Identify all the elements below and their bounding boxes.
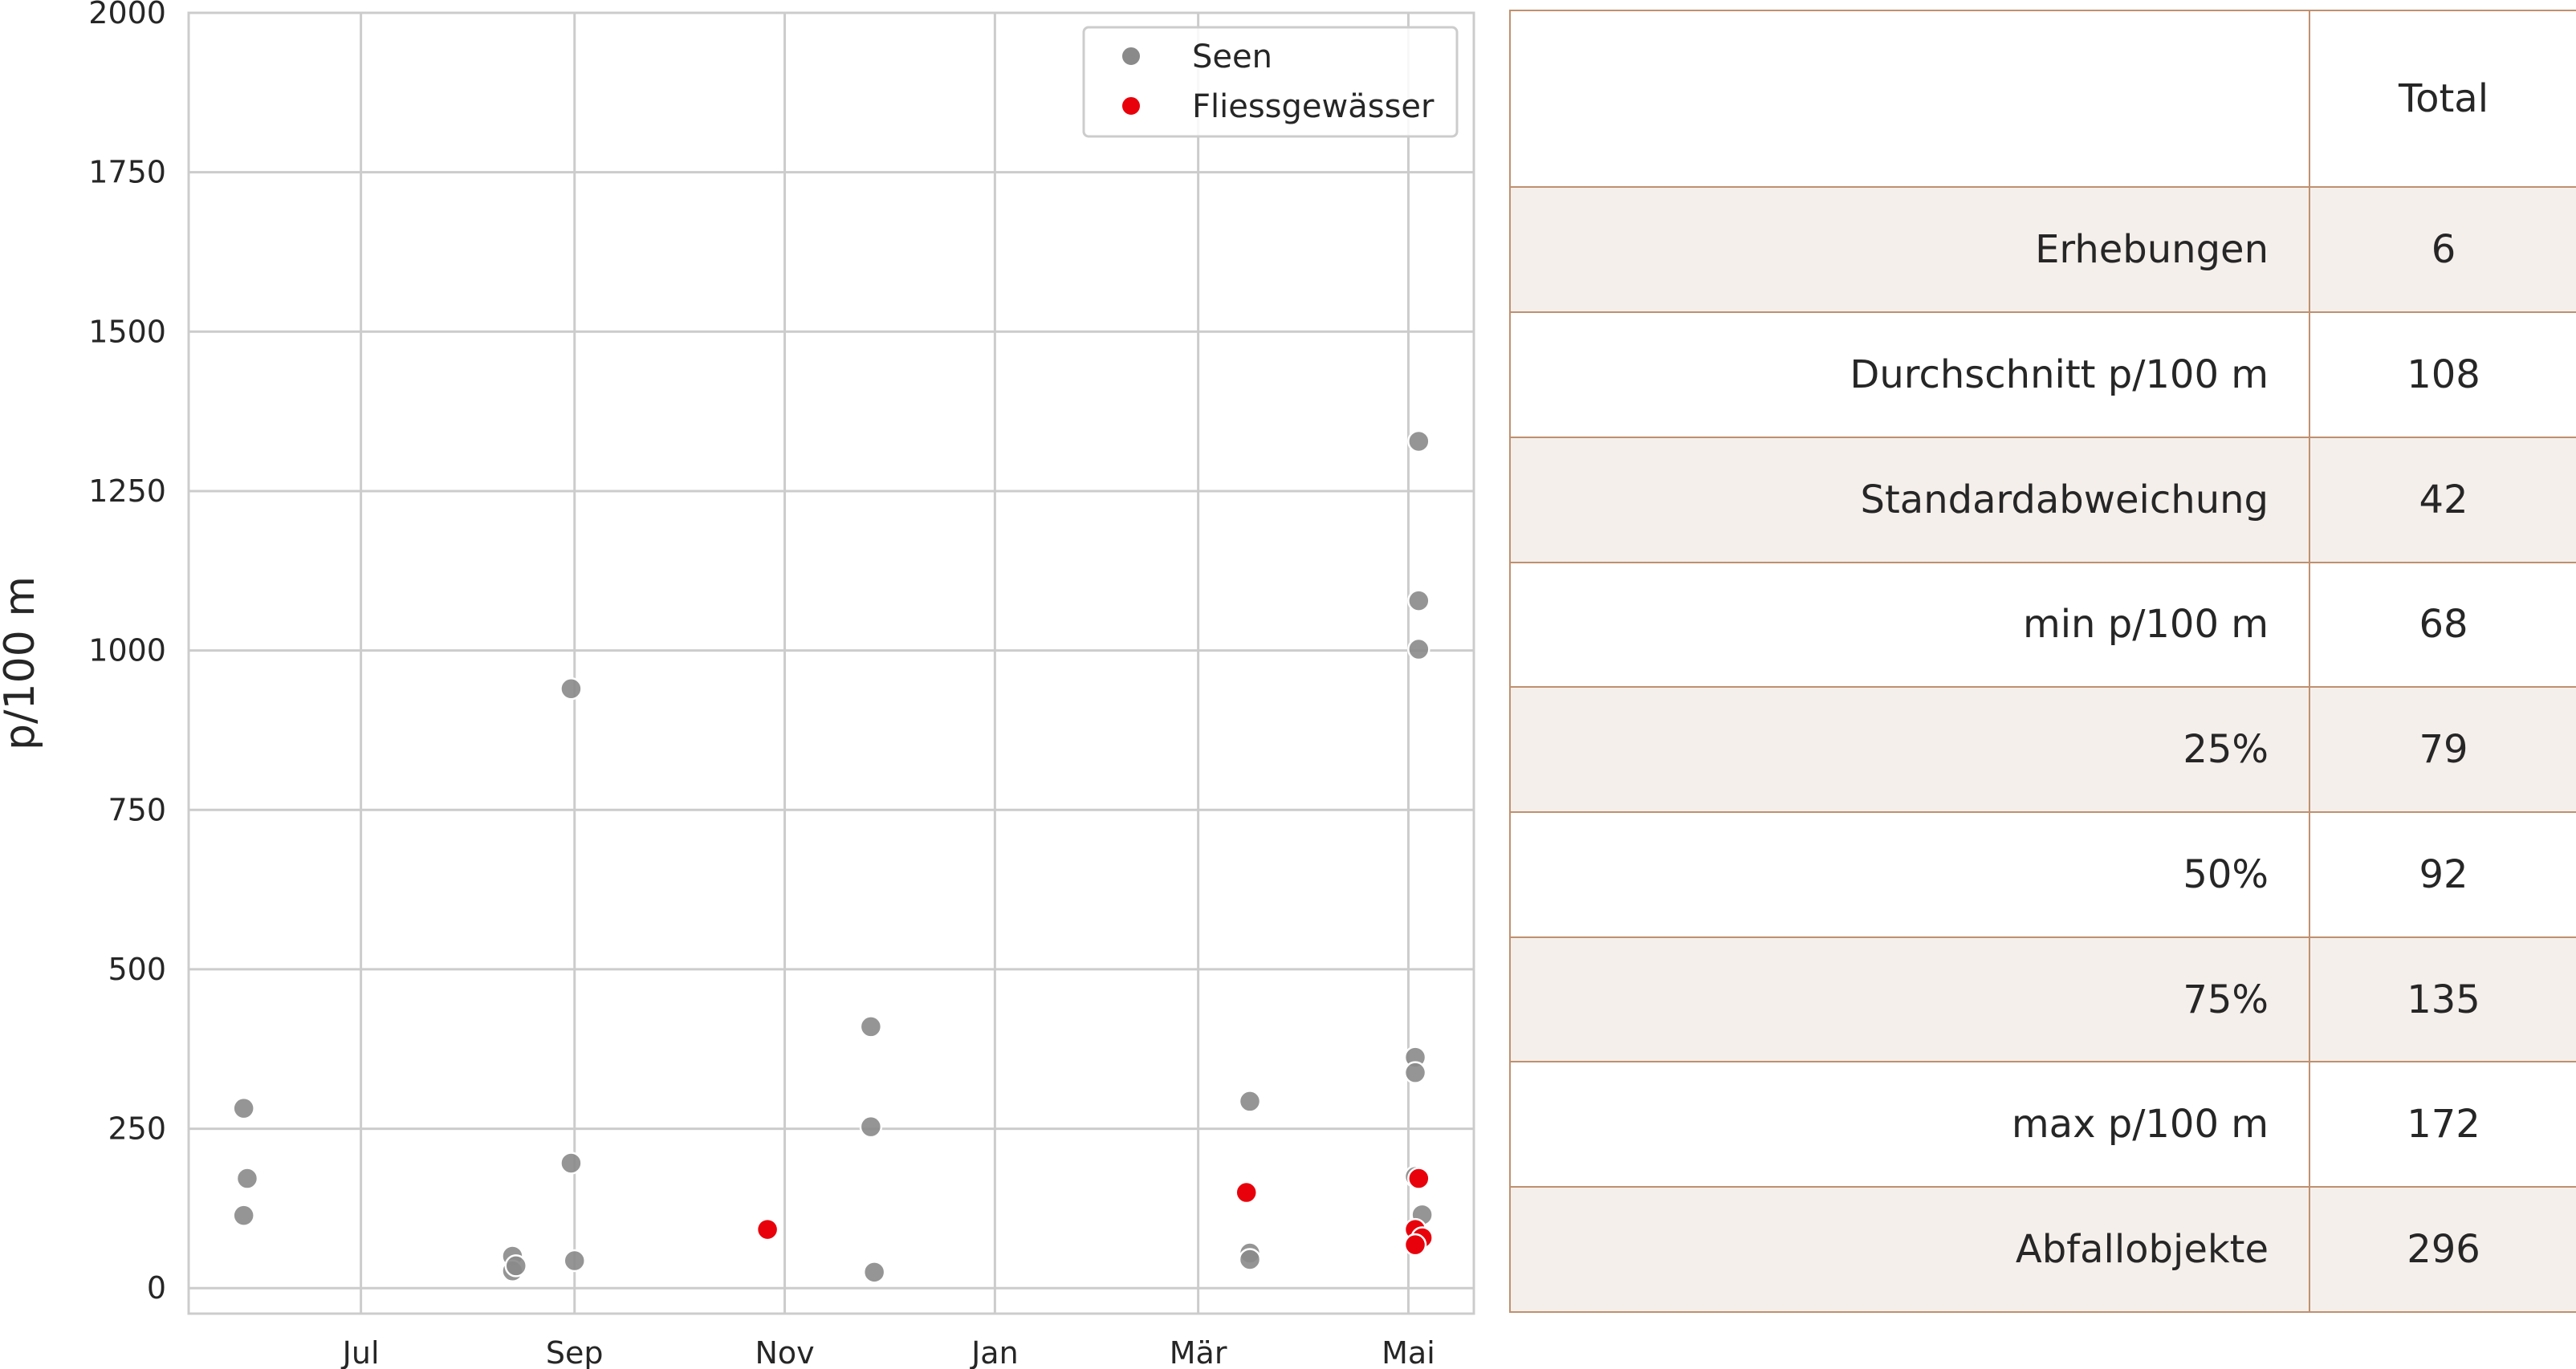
- y-tick-label: 1000: [88, 633, 166, 668]
- table-header-label: [1509, 9, 2310, 189]
- row-label: 25%: [1509, 686, 2310, 813]
- x-tick-label: Sep: [546, 1335, 604, 1369]
- row-label: Standardabweichung: [1509, 436, 2310, 563]
- scatter-chart: 0 250 500 750 1000 1250 1500 1750 2000 Jul Sep Nov…: [0, 0, 1475, 1369]
- grid-lines: [189, 11, 1474, 1314]
- table-row: 75% 135: [1509, 936, 2576, 1063]
- data-point: [232, 1096, 255, 1120]
- table-row: 50% 92: [1509, 811, 2576, 938]
- data-point: [755, 1217, 779, 1241]
- data-point: [1238, 1090, 1262, 1113]
- data-point: [862, 1261, 886, 1284]
- table-row: Erhebungen 6: [1509, 186, 2576, 314]
- row-label: Abfallobjekte: [1509, 1186, 2310, 1313]
- data-point: [1238, 1248, 1262, 1271]
- y-tick-label: 1500: [88, 314, 166, 349]
- series-fliessgewaesser: [755, 1167, 1434, 1257]
- data-point: [563, 1249, 586, 1273]
- plot-frame: [187, 11, 1475, 1315]
- x-tick-label: Nov: [755, 1335, 814, 1369]
- table-row: Abfallobjekte 296: [1509, 1186, 2576, 1313]
- row-label: 50%: [1509, 811, 2310, 938]
- x-tick-label: Mär: [1170, 1335, 1227, 1369]
- y-axis-label: p/100 m: [0, 576, 44, 750]
- row-value: 79: [2309, 686, 2576, 813]
- y-tick-label: 1750: [88, 155, 166, 190]
- table-header-row: Total: [1509, 9, 2576, 189]
- row-value: 296: [2309, 1186, 2576, 1313]
- data-point: [504, 1254, 528, 1278]
- table-header-total: Total: [2309, 9, 2576, 189]
- x-tick-label: Jul: [341, 1335, 380, 1369]
- legend-marker-fliessgewaesser: [1121, 95, 1141, 116]
- x-tick-label: Jan: [970, 1335, 1019, 1369]
- row-value: 68: [2309, 561, 2576, 689]
- row-value: 92: [2309, 811, 2576, 938]
- data-point: [560, 677, 583, 701]
- y-tick-label: 500: [108, 952, 166, 987]
- y-tick-label: 750: [108, 792, 166, 827]
- legend-box: [1082, 26, 1459, 138]
- row-label: Erhebungen: [1509, 186, 2310, 314]
- summary-table: Total Erhebungen 6 Durchschnitt p/100 m …: [1509, 9, 2576, 1313]
- data-point: [1235, 1180, 1258, 1204]
- data-point: [1403, 1233, 1427, 1257]
- legend-marker-seen: [1121, 46, 1141, 67]
- data-point: [1407, 637, 1430, 661]
- row-value: 135: [2309, 936, 2576, 1063]
- data-point: [235, 1167, 259, 1190]
- y-tick-label: 0: [147, 1270, 166, 1306]
- data-point: [560, 1152, 583, 1175]
- data-point: [232, 1204, 255, 1227]
- data-point: [1403, 1061, 1427, 1084]
- data-point: [859, 1115, 883, 1139]
- x-tick-labels: Jul Sep Nov Jan Mär Mai: [341, 1335, 1435, 1369]
- row-value: 108: [2309, 311, 2576, 438]
- data-point: [859, 1015, 883, 1038]
- legend: Seen Fliessgewässer: [1082, 26, 1459, 138]
- data-points: [232, 429, 1434, 1284]
- y-tick-label: 1250: [88, 473, 166, 509]
- row-label: Durchschnitt p/100 m: [1509, 311, 2310, 438]
- legend-label-seen: Seen: [1192, 39, 1272, 75]
- table-row: 25% 79: [1509, 686, 2576, 813]
- data-point: [1407, 589, 1430, 612]
- data-point: [1407, 429, 1430, 453]
- row-value: 172: [2309, 1061, 2576, 1188]
- table-row: min p/100 m 68: [1509, 561, 2576, 689]
- data-point: [1407, 1167, 1430, 1190]
- row-label: min p/100 m: [1509, 561, 2310, 689]
- table-row: Durchschnitt p/100 m 108: [1509, 311, 2576, 438]
- table-row: Standardabweichung 42: [1509, 436, 2576, 563]
- y-tick-label: 250: [108, 1111, 166, 1147]
- row-label: 75%: [1509, 936, 2310, 1063]
- table-row: max p/100 m 172: [1509, 1061, 2576, 1188]
- y-tick-labels: 0 250 500 750 1000 1250 1500 1750 2000: [88, 0, 166, 1306]
- series-seen: [232, 429, 1434, 1284]
- legend-label-fliessgewaesser: Fliessgewässer: [1192, 88, 1435, 125]
- x-tick-label: Mai: [1382, 1335, 1435, 1369]
- row-label: max p/100 m: [1509, 1061, 2310, 1188]
- y-tick-label: 2000: [88, 0, 166, 30]
- row-value: 6: [2309, 186, 2576, 314]
- row-value: 42: [2309, 436, 2576, 563]
